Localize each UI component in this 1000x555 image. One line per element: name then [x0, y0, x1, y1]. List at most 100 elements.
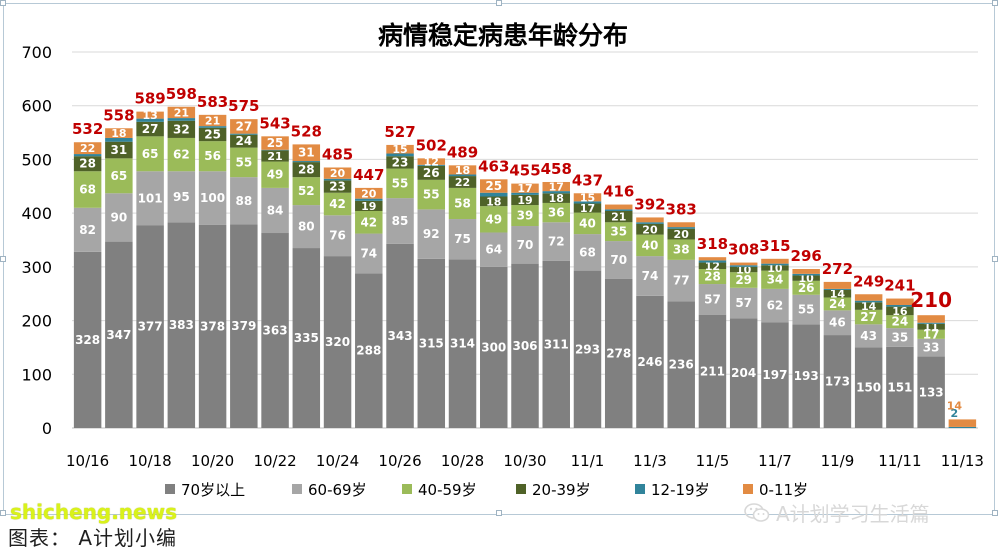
- bar-total-label: 296: [791, 247, 822, 265]
- segment-value-label: 36: [548, 206, 565, 220]
- segment-value-label: 28: [298, 163, 315, 177]
- legend-label: 60-69岁: [308, 481, 367, 499]
- segment-value-label: 21: [611, 211, 626, 224]
- bar-segment: [480, 232, 508, 267]
- bar-segment: [417, 158, 446, 165]
- segment-value-label: 151: [887, 380, 912, 394]
- bar-segment: [323, 180, 352, 193]
- segment-value-label: 278: [606, 346, 631, 360]
- resize-handle-bottom-left[interactable]: [0, 510, 6, 516]
- segment-value-label: 20: [674, 228, 690, 241]
- bar-segment: [792, 275, 820, 281]
- bar-segment: [823, 281, 852, 289]
- bar-segment: [73, 251, 102, 428]
- bar-segment: [542, 260, 570, 428]
- bar-segment: [136, 225, 164, 428]
- segment-value-label: 18: [549, 192, 564, 205]
- bar-segment: [355, 198, 383, 201]
- bar-total-label: 528: [291, 122, 322, 140]
- y-tick-label: 300: [21, 258, 52, 277]
- bar-segment: [480, 266, 508, 428]
- bar-segment: [198, 224, 227, 428]
- segment-value-label: 22: [455, 176, 470, 189]
- bar-segment: [261, 187, 289, 234]
- segment-value-label: 55: [235, 155, 252, 169]
- bar-segment: [636, 223, 664, 235]
- bar-segment: [542, 191, 570, 194]
- segment-value-label: 24: [235, 134, 252, 148]
- bar-segment: [355, 187, 383, 199]
- bar-segment: [292, 161, 321, 163]
- bar-segment: [355, 233, 383, 274]
- segment-value-label: 77: [673, 274, 690, 288]
- bar-segment: [667, 227, 695, 229]
- resize-handle-middle-right[interactable]: [992, 256, 998, 262]
- x-tick-label: 11/13: [941, 452, 984, 470]
- segment-value-label: 68: [79, 183, 96, 197]
- resize-handle-top-left[interactable]: [0, 0, 6, 6]
- bar-segment: [292, 248, 321, 428]
- resize-handle-top-right[interactable]: [992, 0, 998, 6]
- bar-total-label: 308: [728, 241, 759, 259]
- bar-total-label: 416: [603, 183, 634, 201]
- segment-value-label: 173: [825, 375, 850, 389]
- bar-segment: [386, 198, 414, 244]
- bar-segment: [230, 177, 258, 225]
- y-tick-label: 500: [21, 150, 52, 169]
- legend-label: 12-19岁: [651, 481, 710, 499]
- segment-value-label: 57: [704, 292, 721, 306]
- bar-total-label: 272: [822, 260, 853, 278]
- x-tick-label: 10/20: [191, 452, 234, 470]
- bar-segment: [667, 301, 695, 428]
- bar-segment: [355, 210, 383, 234]
- resize-handle-top-middle[interactable]: [496, 0, 502, 6]
- segment-value-label: 85: [392, 214, 409, 228]
- segment-value-label: 343: [388, 329, 413, 343]
- bar-segment: [136, 171, 164, 226]
- bar-segment: [292, 205, 321, 249]
- resize-handle-middle-left[interactable]: [0, 256, 6, 262]
- segment-value-label: 24: [892, 315, 909, 329]
- segment-value-label: 378: [200, 319, 225, 333]
- bar-segment: [948, 426, 977, 428]
- segment-value-label: 15: [392, 143, 407, 156]
- segment-value-label: 55: [423, 188, 440, 202]
- bar-segment: [886, 306, 914, 316]
- segment-value-label: 293: [575, 342, 600, 356]
- x-tick-label: 11/1: [571, 452, 605, 470]
- segment-value-label: 68: [579, 245, 596, 259]
- segment-value-label: 25: [267, 136, 284, 150]
- segment-value-label: 21: [174, 106, 189, 119]
- bar-segment: [698, 257, 727, 261]
- bar-total-label: 502: [416, 136, 447, 154]
- segment-value-label: 26: [798, 281, 815, 295]
- segment-value-label: 32: [173, 122, 190, 136]
- bar-total-label: 583: [197, 93, 228, 111]
- bar-segment: [167, 222, 196, 428]
- bar-segment: [604, 209, 633, 211]
- bar-segment: [511, 205, 539, 227]
- segment-value-label: 55: [798, 303, 815, 317]
- bar-segment: [698, 260, 727, 263]
- bar-segment: [854, 300, 883, 303]
- segment-value-label: 100: [200, 191, 225, 205]
- segment-value-label: 12: [424, 156, 439, 169]
- legend-swatch: [743, 484, 753, 494]
- segment-value-label: 246: [637, 355, 662, 369]
- legend-label: 70岁以上: [181, 481, 245, 499]
- bar-segment: [823, 289, 852, 298]
- resize-handle-bottom-right[interactable]: [992, 510, 998, 516]
- bar-segment: [292, 162, 321, 178]
- bar-segment: [386, 156, 414, 169]
- bar-segment: [230, 147, 258, 178]
- bar-segment: [854, 302, 883, 310]
- segment-value-label: 17: [517, 182, 532, 195]
- segment-value-label: 18: [455, 164, 470, 177]
- segment-value-label: 17: [549, 181, 564, 194]
- resize-handle-bottom-middle[interactable]: [496, 510, 502, 516]
- bar-segment: [573, 234, 602, 271]
- x-tick-label: 10/16: [66, 452, 109, 470]
- segment-value-label: 193: [794, 369, 819, 383]
- bar-segment: [417, 164, 446, 166]
- segment-value-label: 49: [485, 212, 502, 226]
